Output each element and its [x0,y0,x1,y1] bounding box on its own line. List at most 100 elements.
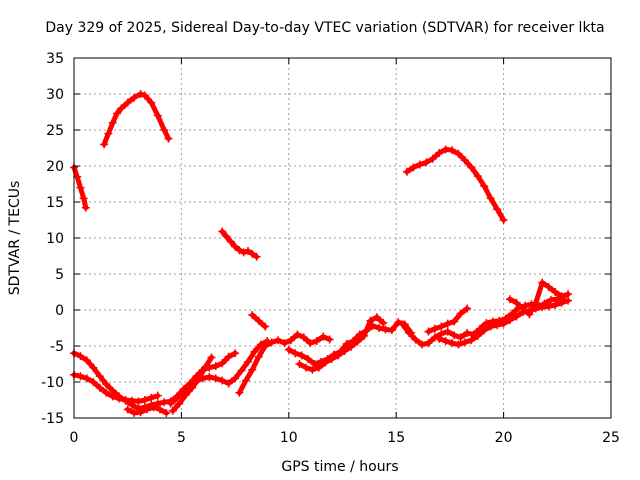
data-point [153,391,162,400]
data-point [89,363,98,372]
data-point [512,298,521,307]
data-point [467,336,476,345]
x-tick-label: 10 [280,430,298,446]
x-tick-label: 20 [495,430,513,446]
data-point [252,252,261,261]
data-point [411,335,420,344]
series-arc-9 [166,336,272,408]
y-tick-label: 10 [46,231,64,247]
data-point [211,362,220,371]
data-point [175,399,184,408]
data-point [359,331,368,340]
data-point [168,406,177,415]
data-point [512,312,521,321]
data-point [79,194,88,203]
data-point [506,295,515,304]
data-point [286,336,295,345]
series-line [404,146,507,223]
data-point [314,363,323,372]
data-point [506,316,515,325]
data-point [261,322,270,331]
data-point [239,248,248,257]
series-arc-4 [402,145,508,224]
data-point [166,399,175,408]
data-point [473,331,482,340]
data-point [437,322,446,331]
data-point [551,288,560,296]
y-tick-label: -10 [41,375,64,391]
data-point [531,298,540,307]
grid [74,58,611,418]
data-point [76,183,85,192]
x-tick-label: 0 [70,430,79,446]
data-point [443,319,452,328]
data-point [231,349,240,358]
data-point [448,339,457,348]
data-point [405,329,414,338]
data-point [280,339,289,348]
data-point [198,374,207,383]
data-point [422,158,431,167]
data-point [140,91,149,100]
y-tick-label: 15 [46,195,64,211]
data-point [179,386,188,395]
data-point [173,393,182,402]
data-point [448,146,457,155]
data-point [334,351,343,360]
data-point [76,352,85,361]
axis-ticks [73,57,612,419]
data-point [486,322,495,331]
data-point [134,397,143,406]
data-point [274,336,283,345]
y-tick-label: 0 [55,303,64,319]
x-tick-label: 15 [387,430,405,446]
y-tick-label: 30 [46,87,64,103]
series-arc-13 [295,313,388,374]
data-point [100,140,109,149]
chart-title: Day 329 of 2025, Sidereal Day-to-day VTE… [45,20,604,36]
data-point [250,347,259,356]
data-point [226,237,235,246]
data-point [437,329,446,338]
data-point [304,354,313,363]
data-point [297,351,306,360]
data-point [372,313,381,322]
series-arc-10 [235,330,334,397]
data-point [441,336,450,345]
series-line [168,338,270,407]
data-point [123,98,132,107]
data-point [164,134,173,143]
series-arc-16 [424,304,472,336]
data-point [261,342,270,350]
series-arc-8 [168,353,216,415]
data-point [430,324,439,333]
series-layer [70,90,573,417]
data-point [435,334,444,343]
data-point [218,376,227,385]
y-tick-label: 20 [46,159,64,175]
data-point [82,356,91,365]
data-point [299,333,308,342]
data-point [499,216,508,224]
data-point [224,379,233,388]
x-tick-label: 25 [602,430,620,446]
data-point [241,376,250,385]
y-tick-label: -5 [50,339,64,355]
y-tick-label: 5 [55,267,64,283]
data-point [102,380,111,389]
data-point [312,336,321,345]
data-point [149,403,158,412]
data-point [473,172,482,181]
data-point [340,347,349,356]
data-point [73,172,82,181]
data-point [518,304,527,313]
data-point [387,326,396,335]
data-point [394,318,403,327]
data-point [463,304,472,313]
x-tick-label: 5 [177,430,186,446]
data-point [136,408,145,417]
data-point [102,388,111,397]
data-point [379,318,388,327]
data-point [456,333,465,342]
data-point [564,290,573,299]
